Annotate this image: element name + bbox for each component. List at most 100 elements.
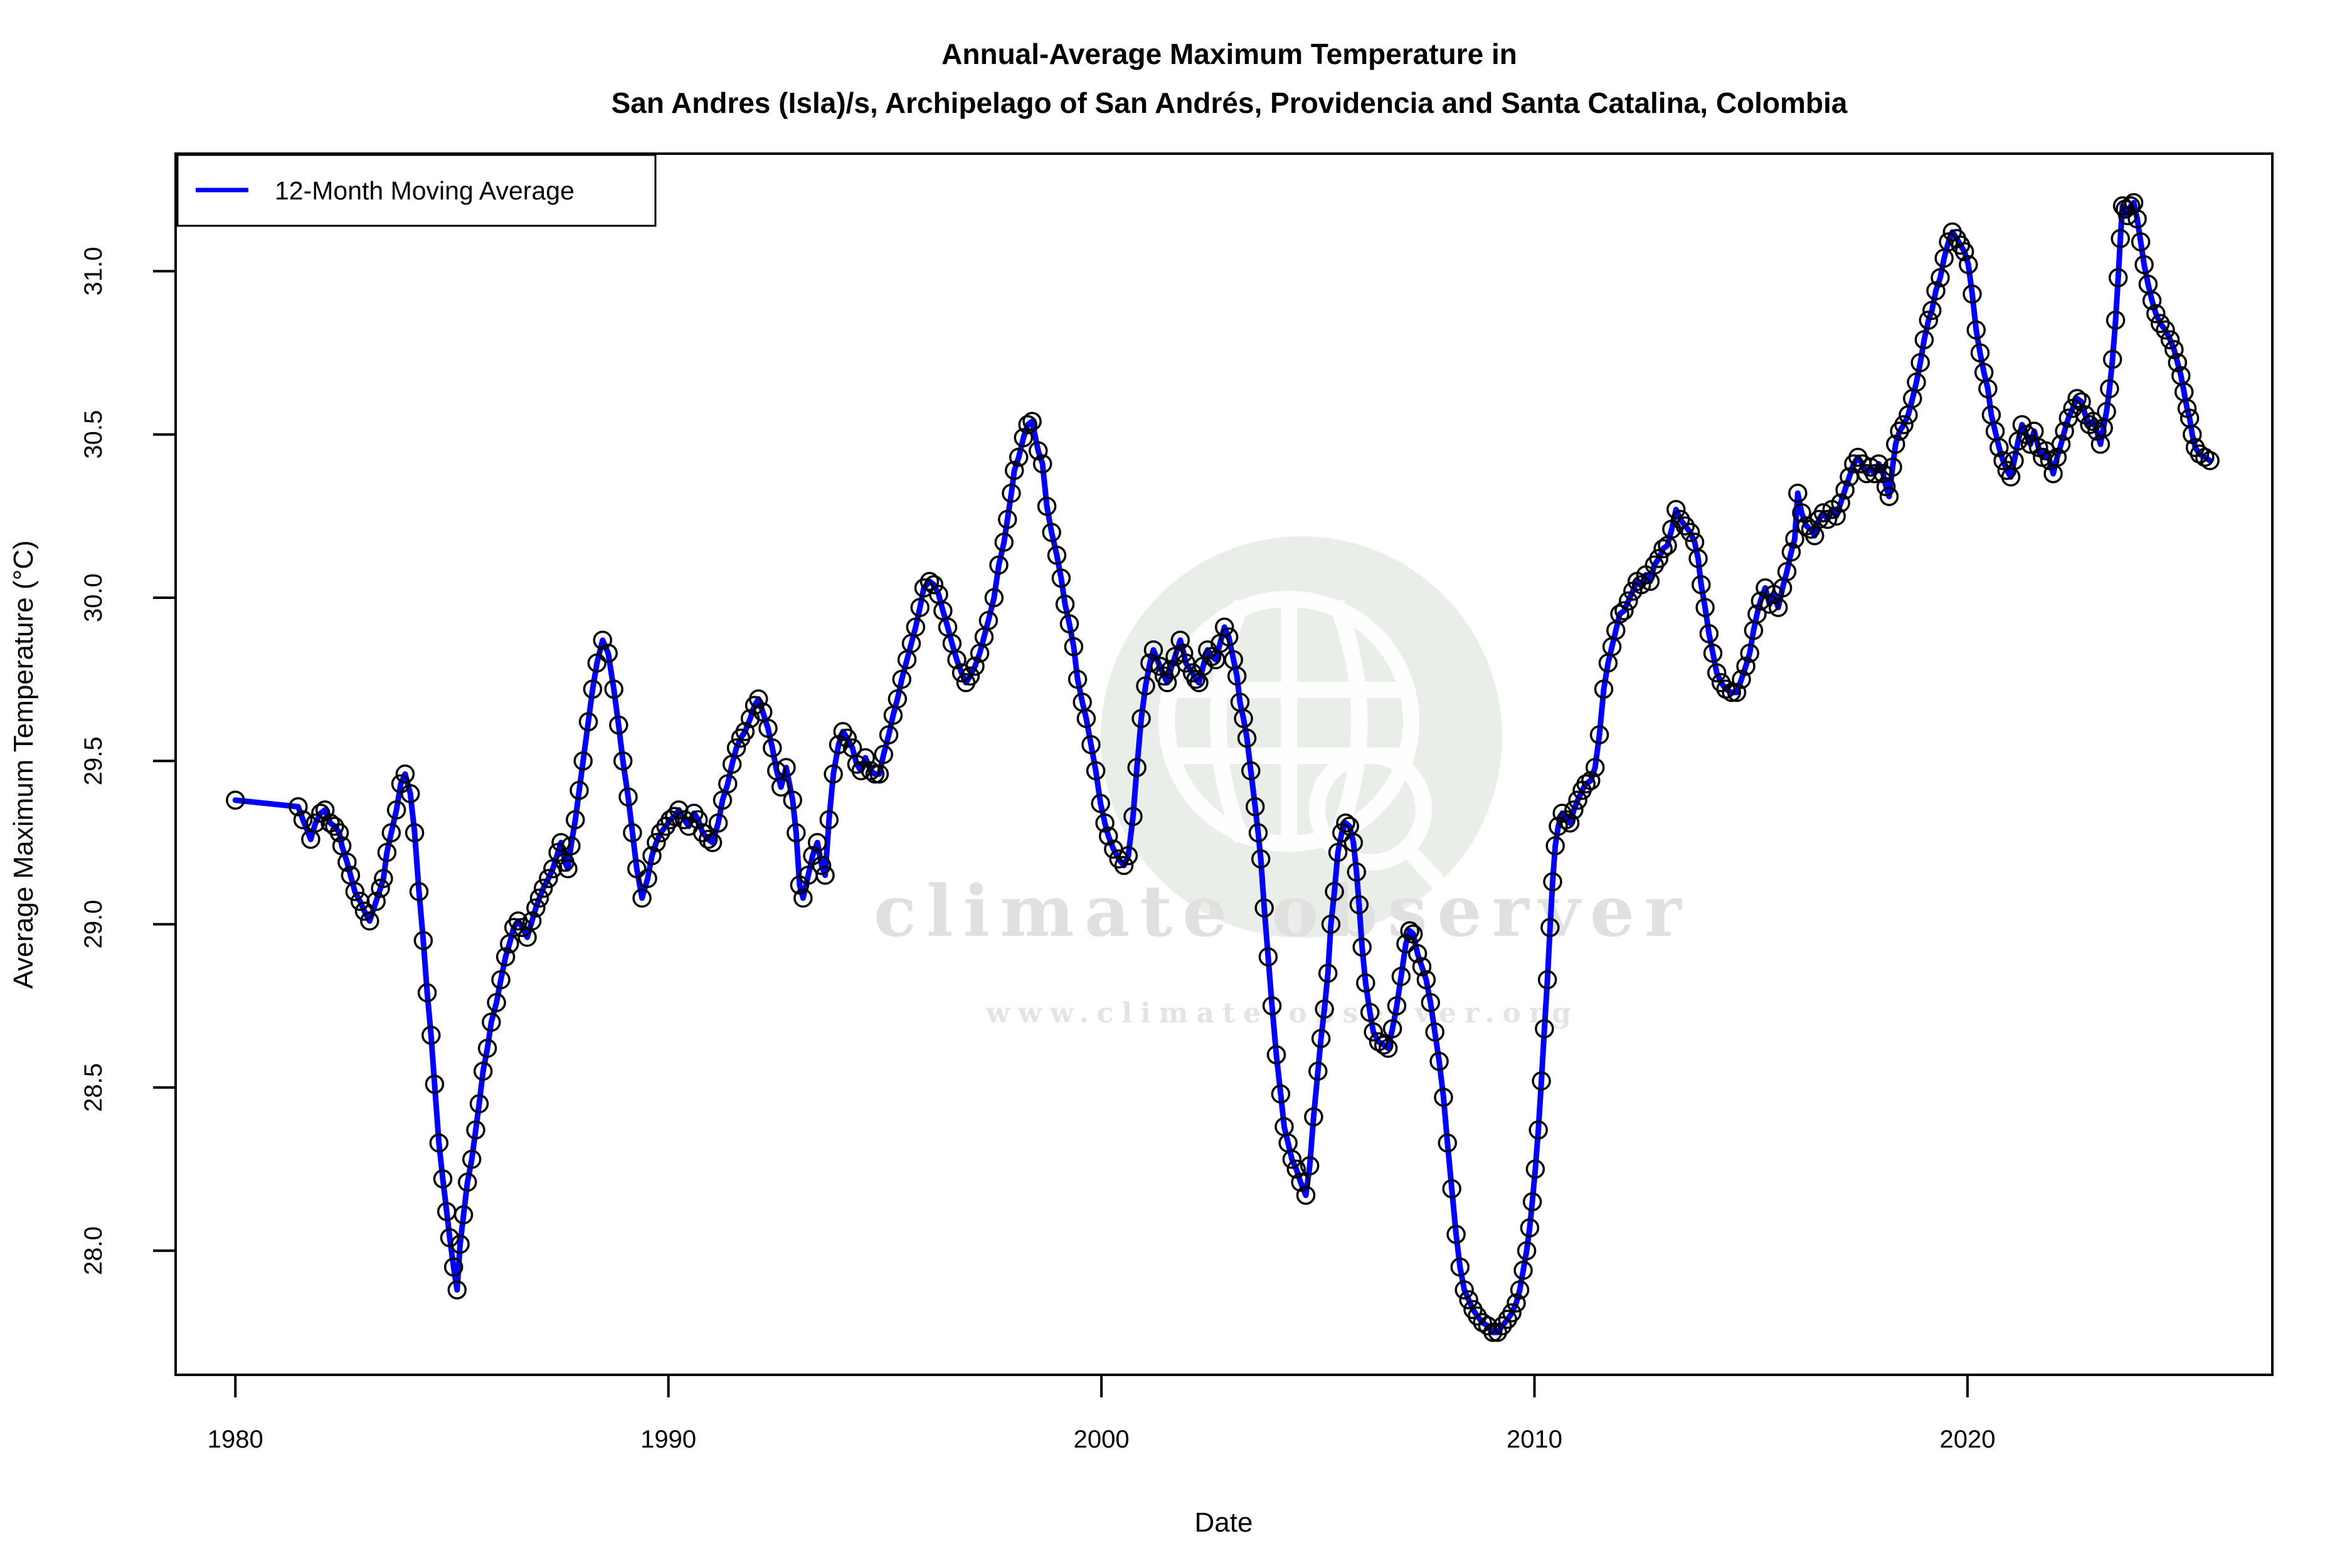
data-point-marker: [2005, 451, 2024, 470]
data-point-marker: [1227, 666, 1247, 686]
data-point-marker: [1214, 617, 1234, 637]
data-point-marker: [337, 852, 357, 872]
data-point-marker: [2047, 447, 2067, 467]
data-point-marker: [758, 718, 778, 738]
data-point-marker: [598, 644, 618, 663]
data-point-marker: [1416, 970, 1436, 990]
data-point-marker: [1047, 546, 1067, 565]
data-point-marker: [1042, 522, 1061, 543]
data-point-marker: [413, 931, 433, 950]
data-point-marker: [1692, 575, 1711, 595]
data-point-marker: [1251, 849, 1271, 869]
data-point-marker: [2156, 320, 2175, 340]
data-point-marker: [1876, 477, 1896, 497]
data-point-marker: [1286, 1159, 1306, 1179]
data-point-marker: [1118, 846, 1138, 866]
data-point-marker: [1792, 503, 1811, 522]
data-point-marker: [1387, 996, 1407, 1015]
data-point-marker: [1768, 598, 1788, 617]
data-point-marker: [793, 888, 813, 908]
data-point-marker: [329, 823, 349, 843]
data-point-marker: [1585, 758, 1605, 777]
data-point-marker: [2112, 196, 2132, 216]
data-point-marker: [1560, 813, 1580, 833]
data-point-marker: [851, 761, 871, 781]
data-point-marker: [1740, 644, 1759, 663]
data-point-marker: [1311, 1029, 1331, 1049]
data-point-marker: [1675, 516, 1695, 536]
data-point-marker: [1699, 624, 1719, 644]
data-point-marker: [1037, 496, 1057, 516]
x-tick-label: 2020: [1939, 1426, 1995, 1453]
data-point-marker: [783, 790, 803, 810]
data-point-marker: [1336, 813, 1355, 833]
data-point-marker: [345, 882, 365, 901]
data-point-marker: [1002, 484, 1021, 503]
data-point-marker: [1369, 1032, 1389, 1052]
data-point-marker: [1378, 1039, 1398, 1058]
data-point-marker: [1873, 464, 1893, 484]
data-point-marker: [812, 856, 832, 876]
data-point-marker: [965, 657, 985, 676]
data-point-marker: [1510, 1280, 1530, 1300]
data-point-marker: [1219, 627, 1239, 647]
data-point-marker: [1174, 644, 1194, 663]
data-point-marker: [689, 810, 708, 830]
data-point-marker: [702, 833, 723, 852]
data-point-marker: [450, 1234, 470, 1254]
data-point-marker: [305, 813, 326, 833]
data-point-marker: [2106, 310, 2126, 330]
data-point-marker: [522, 911, 542, 931]
data-point-marker: [458, 1172, 477, 1192]
data-point-marker: [2200, 451, 2220, 470]
data-point-marker: [1349, 895, 1369, 914]
data-point-marker: [749, 689, 768, 709]
data-point-marker: [226, 790, 245, 810]
data-point-marker: [763, 738, 782, 758]
data-point-marker: [1081, 735, 1101, 755]
watermark-url-text: www.climate-observer.org: [985, 997, 1579, 1029]
data-point-marker: [861, 761, 881, 781]
data-point-marker: [1688, 549, 1708, 568]
data-point-marker: [1777, 562, 1797, 581]
x-tick-label: 1980: [208, 1426, 263, 1453]
data-point-marker: [371, 879, 390, 898]
data-point-marker: [1067, 669, 1088, 689]
data-point-marker: [1649, 549, 1668, 568]
plot-border: [174, 152, 2274, 1376]
data-point-marker: [1619, 591, 1638, 611]
data-point-marker: [642, 846, 662, 866]
data-point-marker: [1114, 856, 1134, 876]
data-point-marker: [910, 598, 930, 617]
data-point-marker: [837, 728, 857, 748]
data-point-marker: [1883, 457, 1902, 477]
data-point-marker: [1127, 758, 1147, 777]
data-point-marker: [573, 751, 593, 771]
data-point-marker: [395, 764, 415, 784]
data-point-marker: [429, 1133, 449, 1153]
data-point-marker: [2195, 447, 2215, 467]
data-point-marker: [1865, 464, 1884, 484]
data-point-marker: [627, 859, 647, 879]
data-point-marker: [1109, 849, 1128, 869]
data-point-marker: [453, 1205, 474, 1225]
data-point-marker: [2111, 229, 2130, 248]
data-point-marker: [447, 1280, 467, 1300]
data-point-marker: [533, 879, 553, 898]
data-point-marker: [1894, 415, 1914, 435]
data-point-marker: [1241, 761, 1261, 781]
data-point-marker: [692, 823, 712, 843]
data-point-marker: [539, 869, 558, 888]
data-point-marker: [1412, 957, 1432, 977]
data-point-marker: [440, 1228, 460, 1248]
data-point-marker: [1576, 774, 1596, 793]
data-point-marker: [1009, 447, 1029, 467]
data-point-marker: [2183, 425, 2202, 444]
y-tick-label: 31.0: [80, 246, 107, 295]
data-point-marker: [819, 810, 839, 830]
data-point-marker: [892, 669, 912, 689]
data-point-marker: [1732, 669, 1751, 689]
data-point-marker: [405, 823, 425, 843]
data-point-marker: [1170, 630, 1190, 650]
x-tick-label: 2010: [1507, 1426, 1562, 1453]
